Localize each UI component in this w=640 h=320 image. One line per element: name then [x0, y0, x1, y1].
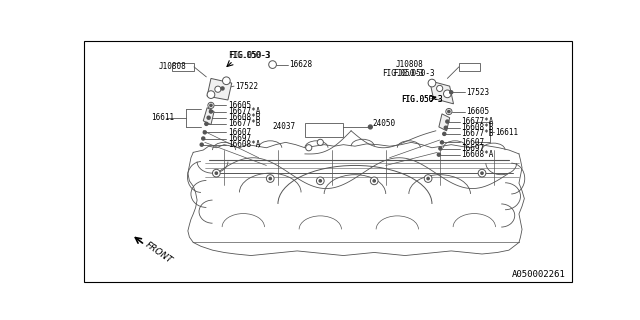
- Circle shape: [436, 85, 443, 92]
- Circle shape: [205, 122, 208, 125]
- Circle shape: [319, 180, 321, 182]
- Text: FIG.050-3: FIG.050-3: [382, 68, 424, 77]
- Polygon shape: [204, 108, 214, 124]
- Circle shape: [424, 175, 432, 182]
- Circle shape: [212, 169, 220, 177]
- Circle shape: [306, 145, 312, 151]
- Text: 16611: 16611: [151, 113, 174, 122]
- Text: 16697: 16697: [228, 134, 251, 143]
- Text: 17523: 17523: [467, 88, 490, 97]
- Circle shape: [443, 132, 446, 135]
- Text: FIG.050-3: FIG.050-3: [401, 95, 443, 105]
- Text: 24050: 24050: [372, 119, 396, 128]
- Circle shape: [478, 169, 486, 177]
- Text: J10808: J10808: [396, 60, 424, 69]
- Circle shape: [221, 87, 224, 90]
- Circle shape: [369, 125, 372, 129]
- Text: 16677*A: 16677*A: [228, 107, 260, 116]
- Polygon shape: [207, 78, 232, 100]
- Circle shape: [223, 77, 230, 84]
- Circle shape: [215, 86, 221, 92]
- Circle shape: [204, 131, 206, 134]
- Text: FIG.050-3: FIG.050-3: [401, 95, 443, 105]
- Circle shape: [208, 102, 214, 108]
- Text: FIG.050-3: FIG.050-3: [228, 51, 269, 60]
- Text: FRONT: FRONT: [143, 240, 173, 265]
- Text: 16608*B: 16608*B: [228, 113, 260, 122]
- Circle shape: [202, 137, 205, 140]
- Circle shape: [448, 110, 450, 113]
- Circle shape: [207, 116, 210, 119]
- Circle shape: [427, 177, 429, 180]
- Circle shape: [450, 91, 452, 94]
- Text: J10808: J10808: [159, 62, 186, 71]
- Circle shape: [437, 153, 440, 156]
- Text: 16677*B: 16677*B: [228, 119, 260, 128]
- Circle shape: [373, 180, 375, 182]
- Circle shape: [444, 126, 447, 129]
- Circle shape: [266, 175, 274, 182]
- Circle shape: [316, 177, 324, 185]
- Text: 16608*B: 16608*B: [461, 123, 493, 132]
- Circle shape: [446, 120, 449, 123]
- Text: 16605: 16605: [228, 101, 251, 110]
- Circle shape: [428, 79, 436, 87]
- Bar: [305, 123, 344, 137]
- Text: FIG.050-3: FIG.050-3: [394, 68, 435, 77]
- Polygon shape: [439, 114, 450, 131]
- Text: FIG.050-3: FIG.050-3: [230, 51, 271, 60]
- Circle shape: [439, 147, 442, 150]
- Text: 16607: 16607: [228, 128, 251, 137]
- Circle shape: [215, 172, 218, 174]
- Circle shape: [207, 91, 215, 99]
- Text: A050002261: A050002261: [511, 270, 565, 279]
- Circle shape: [269, 177, 271, 180]
- Text: 17522: 17522: [236, 82, 259, 91]
- Circle shape: [210, 104, 212, 107]
- Text: 16605: 16605: [467, 107, 490, 116]
- Text: 16628: 16628: [289, 60, 312, 69]
- Circle shape: [317, 139, 323, 145]
- Circle shape: [446, 108, 452, 115]
- Text: 16697: 16697: [461, 144, 484, 153]
- Text: 16611: 16611: [495, 128, 518, 137]
- Polygon shape: [429, 81, 454, 104]
- Text: 16677*B: 16677*B: [461, 129, 493, 138]
- Circle shape: [481, 172, 483, 174]
- Text: 24037: 24037: [273, 123, 296, 132]
- Circle shape: [440, 141, 444, 144]
- Bar: [459, 63, 481, 71]
- Text: 16608*A: 16608*A: [228, 140, 260, 149]
- Circle shape: [269, 61, 276, 68]
- Circle shape: [371, 177, 378, 185]
- Text: 16608*A: 16608*A: [461, 150, 493, 159]
- Circle shape: [444, 90, 451, 98]
- Circle shape: [209, 110, 212, 113]
- Circle shape: [200, 143, 204, 146]
- Text: 16677*A: 16677*A: [461, 117, 493, 126]
- Bar: [172, 63, 194, 71]
- Text: 16607: 16607: [461, 138, 484, 147]
